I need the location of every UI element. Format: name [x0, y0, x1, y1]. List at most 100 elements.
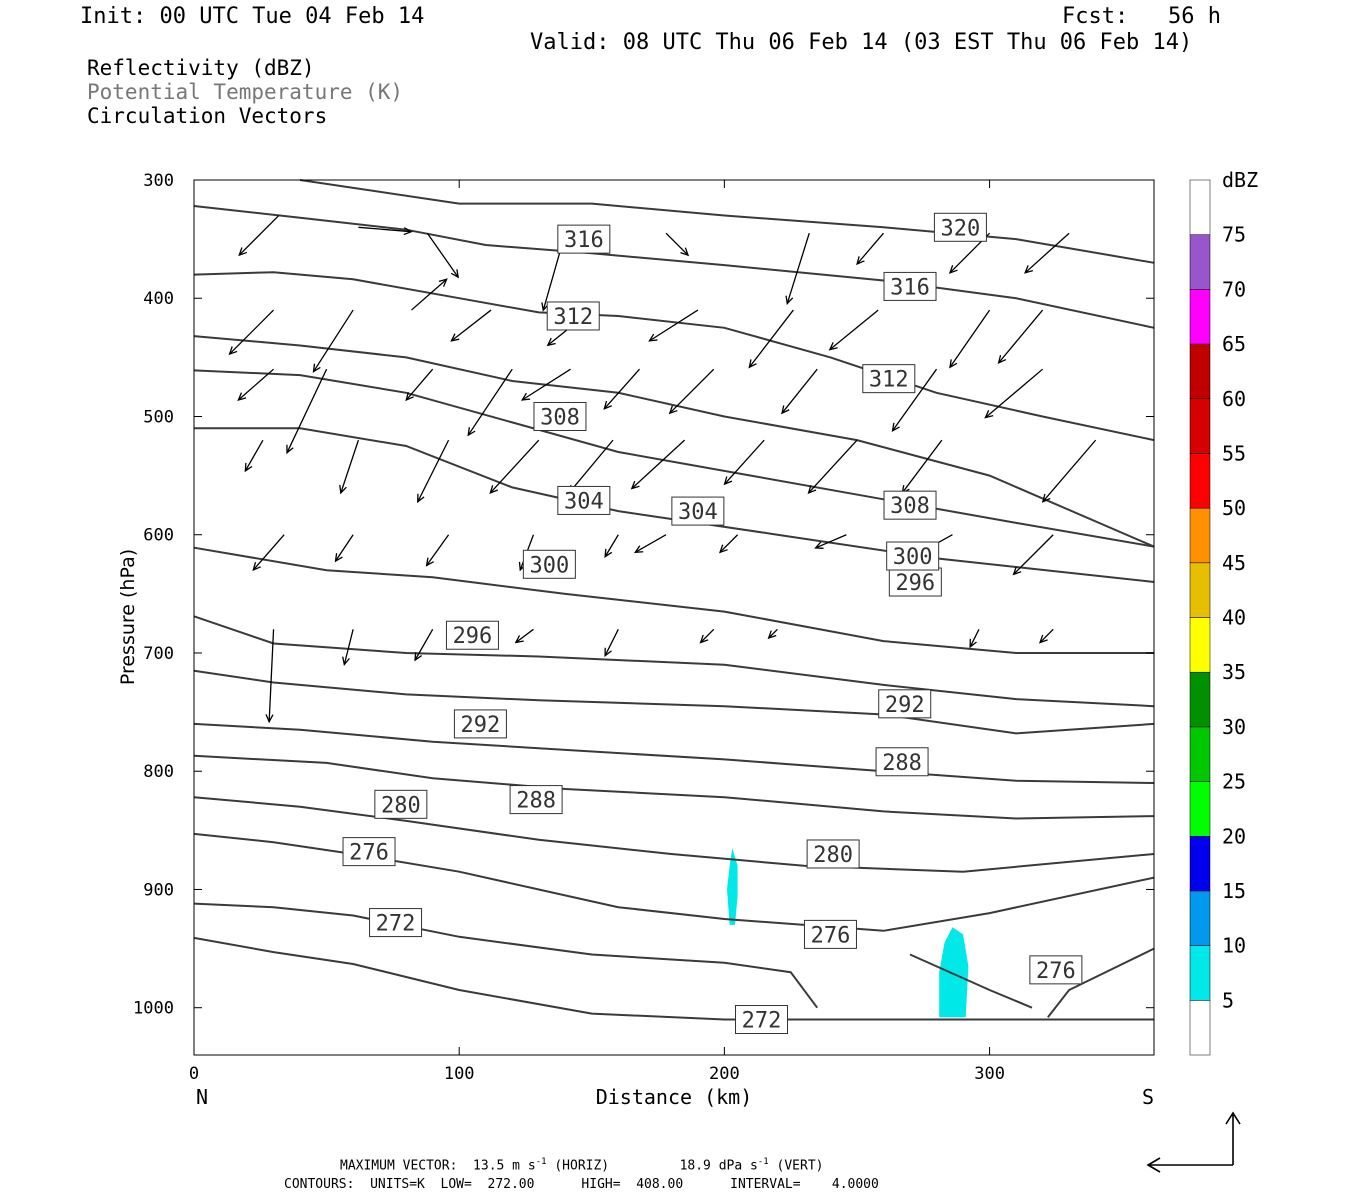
vector-head	[699, 634, 709, 644]
isentrope-line	[193, 271, 1155, 442]
colorbar-swatch	[1189, 562, 1211, 618]
colorbar-label: 50	[1222, 496, 1246, 520]
colorbar-label: 40	[1222, 606, 1246, 630]
circulation-vector	[358, 226, 412, 233]
vector-head	[997, 354, 1007, 365]
vector-head	[828, 342, 838, 351]
circulation-vector	[1042, 439, 1097, 503]
isentrope-label-box	[886, 541, 940, 571]
colorbar-swatch	[1189, 289, 1211, 345]
vector-head	[718, 544, 728, 554]
y-tick-label: 700	[143, 644, 174, 664]
isentrope-line	[193, 832, 1155, 932]
vector-head	[748, 359, 757, 369]
plot-frame	[193, 179, 1155, 1056]
circulation-vector	[892, 368, 938, 432]
forecast-hour: Fcst: 56 h	[1062, 4, 1221, 29]
isentrope-label: 276	[811, 923, 851, 948]
vector-head	[265, 714, 274, 724]
isentrope-line	[193, 754, 1155, 820]
colorbar-swatch	[1189, 836, 1211, 892]
isentrope-label-box	[374, 789, 428, 819]
isentrope-label-box	[878, 689, 932, 719]
y-tick-label: 600	[143, 526, 174, 546]
isentrope-line	[193, 722, 1155, 784]
isentrope-label-box	[369, 908, 423, 938]
axes-layer: 300 400 500 600 700 800 900 1000 0 100 200 300 N S Dis…	[117, 171, 1154, 1109]
vector-head	[807, 485, 817, 495]
circulation-vector	[411, 278, 448, 311]
circulation-vector	[631, 439, 686, 490]
isentrope-label-box	[933, 212, 987, 242]
valid-time: Valid: 08 UTC Thu 06 Feb 14 (03 EST Thu …	[530, 30, 1193, 55]
circulation-vector	[343, 629, 354, 665]
vector-head	[425, 557, 434, 567]
isentrope-label: 296	[895, 571, 935, 596]
circulation-vector	[417, 439, 450, 503]
reflectivity-cell	[727, 848, 738, 925]
isentrope-line	[299, 179, 1155, 264]
vector-head	[630, 480, 640, 490]
isentrope-label: 320	[941, 216, 981, 241]
colorbar-label: 20	[1222, 824, 1246, 848]
circulation-vector	[568, 439, 614, 494]
vector-head	[238, 247, 248, 257]
field-potential-temperature: Potential Temperature (K)	[87, 80, 404, 104]
y-tick-label: 300	[143, 171, 174, 191]
vector-head	[467, 427, 476, 437]
vector-head	[781, 405, 790, 415]
circulation-vector	[603, 368, 641, 410]
vector-head	[604, 647, 612, 658]
circulation-vector	[244, 439, 264, 472]
circulation-vector	[669, 368, 715, 414]
vector-head	[949, 359, 958, 369]
north-label: N	[196, 1085, 208, 1109]
vector-head	[514, 635, 524, 644]
circulation-vector	[414, 629, 434, 661]
colorbar-swatch	[1189, 671, 1211, 728]
vector-head	[403, 227, 413, 236]
vector-head	[244, 462, 253, 473]
vector-head	[405, 392, 414, 402]
circulation-vector	[604, 629, 619, 657]
vector-head	[891, 422, 900, 433]
circulation-vector	[1013, 534, 1054, 575]
colorbar-swatch	[1189, 234, 1211, 290]
field-circulation-vectors: Circulation Vectors	[87, 104, 328, 128]
isentrope-label: 272	[376, 912, 416, 937]
isentrope-line	[193, 936, 1154, 1021]
isentrope-line	[193, 796, 1155, 873]
colorbar-swatch	[1189, 945, 1211, 1001]
south-label: S	[1142, 1085, 1154, 1109]
circulation-vector	[768, 628, 778, 639]
isentrope-label: 316	[564, 228, 604, 253]
y-tick-label: 400	[143, 289, 174, 309]
isentrope-label-box	[557, 224, 611, 254]
isentrope-line	[193, 369, 1155, 548]
isentrope-label-box	[557, 485, 611, 515]
colorbar-label: 35	[1222, 660, 1246, 684]
vector-head	[286, 444, 294, 455]
isentrope-line	[909, 953, 1033, 1009]
circulation-vector	[815, 534, 847, 549]
isentrope-label: 312	[869, 368, 909, 393]
isentrope-label: 304	[564, 489, 604, 514]
circulation-vector	[856, 232, 884, 265]
colorbar-label: 30	[1222, 715, 1246, 739]
circulation-vector	[1024, 232, 1070, 274]
isentrope-label: 304	[678, 500, 718, 525]
colorbar-swatch	[1189, 343, 1211, 399]
max-vector-note: MAXIMUM VECTOR: 13.5 m s-1 (HORIZ) 18.9 …	[340, 1157, 824, 1174]
vector-head	[603, 400, 612, 410]
isentrope-label: 276	[1036, 959, 1076, 984]
vector-head	[948, 265, 958, 274]
vector-head	[633, 545, 644, 554]
vector-head	[342, 656, 350, 666]
isentrope-label: 316	[890, 275, 930, 300]
circulation-vector	[700, 628, 715, 643]
circulation-vector	[237, 368, 274, 401]
isentrope-label: 300	[893, 545, 933, 570]
isentrope-label: 292	[885, 693, 925, 718]
isentrope-label-box	[671, 496, 725, 526]
